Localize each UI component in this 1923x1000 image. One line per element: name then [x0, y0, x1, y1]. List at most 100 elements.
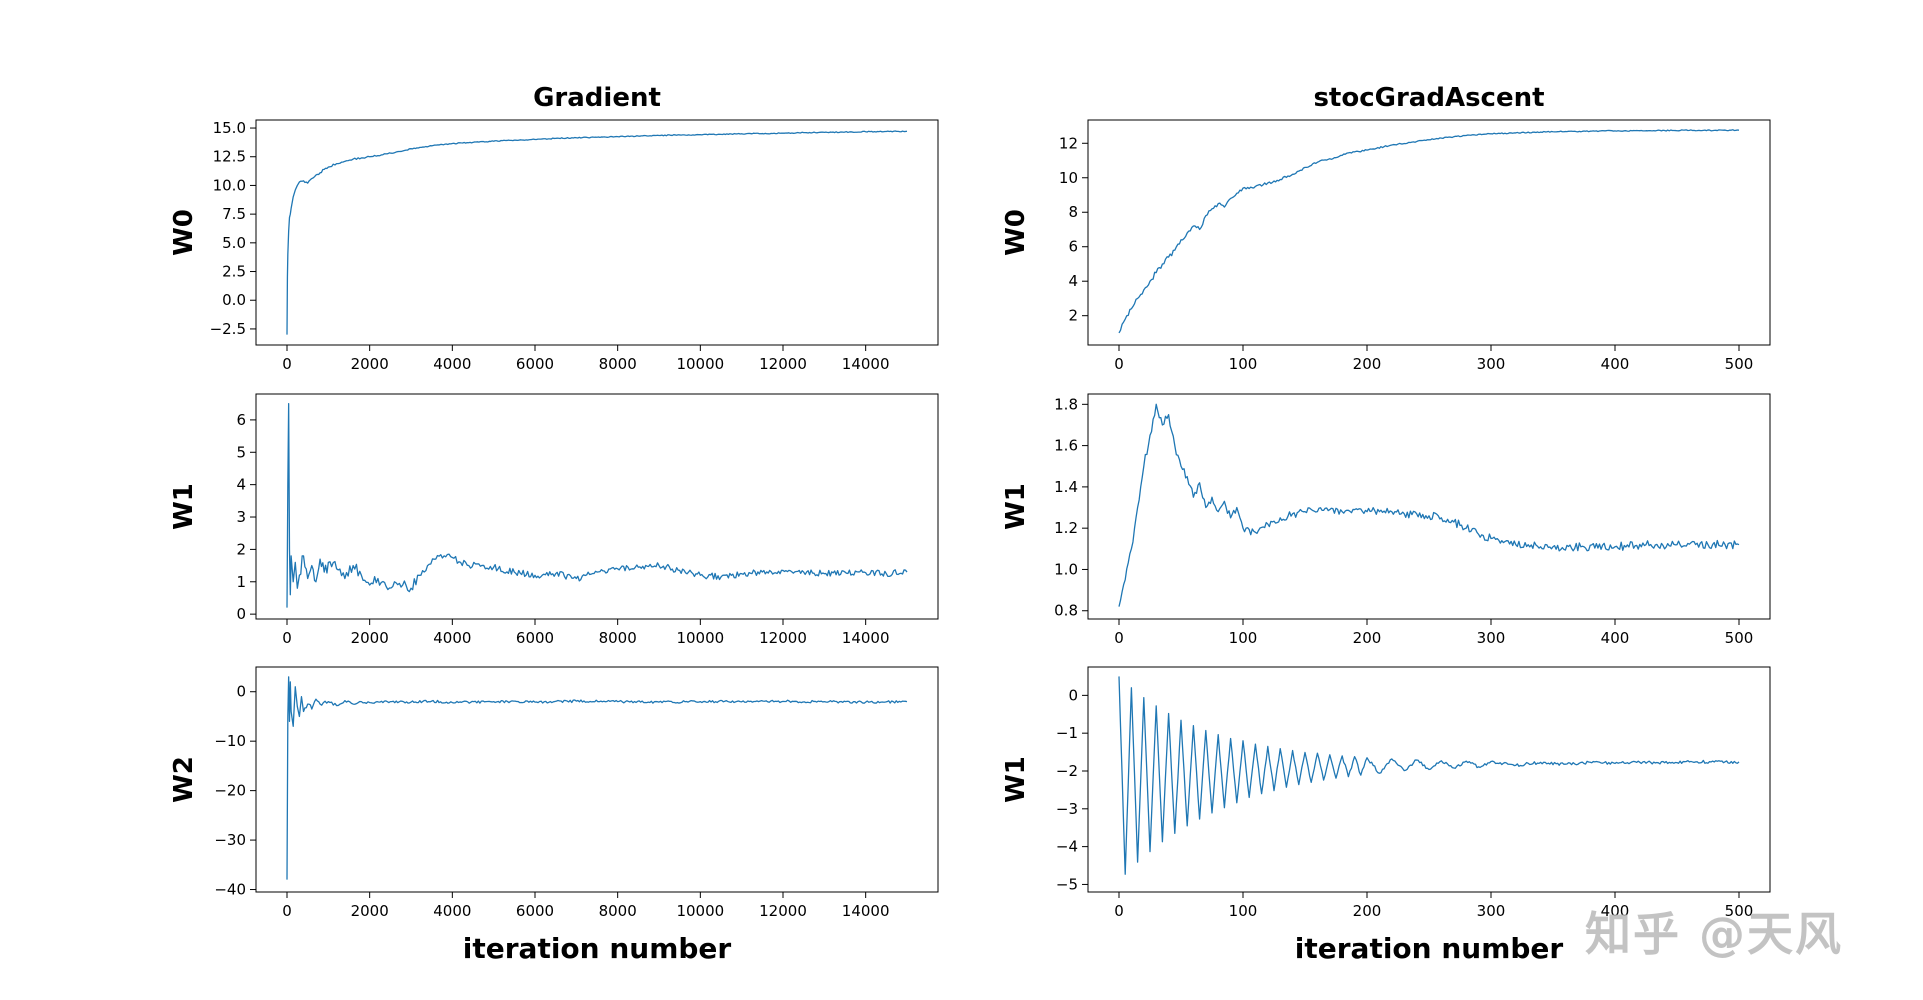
plot-area: 0 2000 4000 6000 8000 10000 12000 14000 6 5 4 3 2 1 0 — [236, 393, 939, 647]
y-tick-label: 0.0 — [222, 291, 246, 309]
y-tick-label: 4 — [236, 476, 246, 494]
subplot-gradient-w2: W2 iteration number 0 2000 4000 6000 8000 100… — [169, 666, 939, 965]
subplot-stocgradascent-w1: W1 0 100 200 300 400 500 1.8 1.6 1.4 1.2 1.0 0.8 — [1001, 393, 1771, 647]
x-tick-label: 4000 — [433, 629, 471, 647]
series-line — [1118, 676, 1740, 875]
x-tick-label: 400 — [1601, 902, 1630, 920]
x-tick-label: 4000 — [433, 902, 471, 920]
plot-area: 0 2000 4000 6000 8000 10000 12000 14000 15.0 12.5… — [210, 119, 939, 373]
y-tick-label: 6 — [1068, 238, 1078, 256]
axes-spine — [1087, 666, 1771, 893]
x-tick-label: 400 — [1601, 629, 1630, 647]
x-tick-label: 8000 — [599, 355, 637, 373]
axes-spine — [1087, 393, 1771, 620]
x-tick-label: 100 — [1229, 629, 1258, 647]
series-line — [286, 676, 908, 880]
y-axis-label: W1 — [1001, 756, 1031, 803]
plot-area: 0 100 200 300 400 500 1.8 1.6 1.4 1.2 1.0 0.8 — [1054, 393, 1771, 647]
x-tick-label: 14000 — [842, 902, 890, 920]
x-axis-label: iteration number — [1295, 932, 1564, 965]
y-tick-label: −30 — [214, 831, 246, 849]
x-axis-label: iteration number — [463, 932, 732, 965]
x-tick-label: 500 — [1725, 355, 1754, 373]
subplot-gradient-w1: W1 0 2000 4000 6000 8000 10000 12000 14000 6 5 4 3 2… — [169, 393, 939, 647]
axes-spine — [255, 666, 939, 893]
x-tick-label: 6000 — [516, 355, 554, 373]
chart-title: stocGradAscent — [1313, 83, 1544, 113]
y-tick-label: 2 — [1068, 307, 1078, 325]
y-tick-label: −1 — [1056, 724, 1078, 742]
y-tick-label: 1.8 — [1054, 395, 1078, 413]
y-tick-label: −10 — [214, 732, 246, 750]
x-tick-label: 8000 — [599, 629, 637, 647]
y-tick-label: −3 — [1056, 800, 1078, 818]
y-tick-label: 15.0 — [213, 119, 246, 137]
subplot-gradient-w0: Gradient W0 0 2000 4000 6000 8000 10000 12000 1… — [169, 83, 939, 373]
y-tick-label: 12 — [1059, 134, 1078, 152]
axes-spine — [1087, 119, 1771, 346]
y-tick-label: 2 — [236, 540, 246, 558]
y-tick-label: −4 — [1056, 838, 1078, 856]
plot-area: 0 100 200 300 400 500 0 −1 −2 −3 −4 −5 — [1056, 666, 1771, 920]
y-tick-label: 1.4 — [1054, 478, 1078, 496]
series-line — [286, 130, 908, 335]
x-tick-label: 6000 — [516, 629, 554, 647]
x-tick-label: 10000 — [676, 629, 724, 647]
plot-area: 0 2000 4000 6000 8000 10000 12000 14000 0 −10 −20 −… — [214, 666, 939, 920]
subplot-stocgradascent-w2: W1 iteration number 0 100 200 300 400 500 0 −1 −… — [1001, 666, 1771, 965]
y-tick-label: 4 — [1068, 272, 1078, 290]
x-tick-label: 0 — [282, 355, 292, 373]
y-tick-label: 0.8 — [1054, 602, 1078, 620]
x-tick-label: 500 — [1725, 902, 1754, 920]
y-tick-label: 0 — [236, 605, 246, 623]
x-tick-label: 200 — [1353, 629, 1382, 647]
x-tick-label: 400 — [1601, 355, 1630, 373]
y-tick-label: 1 — [236, 573, 246, 591]
axes-spine — [255, 393, 939, 620]
x-tick-label: 12000 — [759, 629, 807, 647]
y-tick-label: 10.0 — [213, 176, 246, 194]
x-tick-label: 14000 — [842, 629, 890, 647]
y-tick-label: 1.2 — [1054, 519, 1078, 537]
x-tick-label: 200 — [1353, 902, 1382, 920]
y-tick-label: −20 — [214, 782, 246, 800]
y-tick-label: −40 — [214, 881, 246, 899]
y-tick-label: 2.5 — [222, 263, 246, 281]
y-tick-label: 3 — [236, 508, 246, 526]
y-axis-label: W2 — [169, 756, 199, 803]
y-axis-label: W0 — [169, 209, 199, 256]
y-tick-label: 5 — [236, 443, 246, 461]
y-axis-label: W1 — [1001, 483, 1031, 530]
x-tick-label: 6000 — [516, 902, 554, 920]
x-tick-label: 200 — [1353, 355, 1382, 373]
y-tick-label: −2 — [1056, 762, 1078, 780]
y-tick-label: 8 — [1068, 203, 1078, 221]
x-tick-label: 14000 — [842, 355, 890, 373]
y-tick-label: 12.5 — [213, 148, 246, 166]
x-tick-label: 0 — [282, 902, 292, 920]
series-line — [286, 403, 908, 608]
y-tick-label: 1.0 — [1054, 560, 1078, 578]
x-tick-label: 0 — [282, 629, 292, 647]
x-tick-label: 12000 — [759, 902, 807, 920]
x-tick-label: 10000 — [676, 355, 724, 373]
y-tick-label: −2.5 — [210, 320, 246, 338]
x-tick-label: 2000 — [351, 629, 389, 647]
x-tick-label: 0 — [1114, 629, 1124, 647]
y-tick-label: 6 — [236, 411, 246, 429]
y-axis-label: W0 — [1001, 209, 1031, 256]
y-tick-label: 1.6 — [1054, 437, 1078, 455]
y-tick-label: 5.0 — [222, 234, 246, 252]
subplot-stocgradascent-w0: stocGradAscent W0 0 100 200 300 400 500 12 10 8 6… — [1001, 83, 1771, 373]
x-tick-label: 500 — [1725, 629, 1754, 647]
x-tick-label: 0 — [1114, 902, 1124, 920]
series-line — [1118, 129, 1740, 334]
series-line — [1118, 403, 1740, 607]
x-tick-label: 100 — [1229, 902, 1258, 920]
x-tick-label: 12000 — [759, 355, 807, 373]
y-tick-label: 0 — [236, 683, 246, 701]
x-tick-label: 8000 — [599, 902, 637, 920]
y-tick-label: 7.5 — [222, 205, 246, 223]
